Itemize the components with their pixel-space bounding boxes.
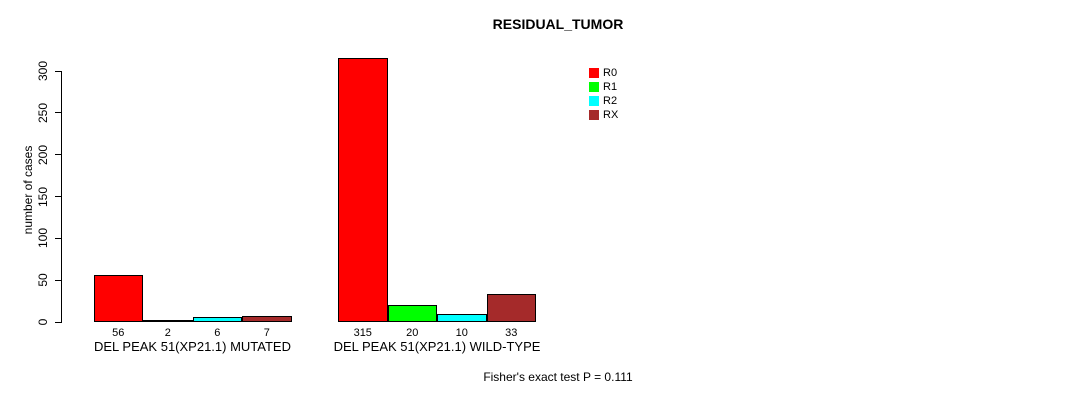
legend-item-rx: RX <box>589 108 618 122</box>
bar-value-label: 20 <box>406 327 419 339</box>
legend-swatch-r1 <box>589 82 599 92</box>
y-tick-label: 250 <box>36 102 50 123</box>
legend-label: R1 <box>603 81 618 93</box>
bar-value-label: 6 <box>214 327 221 339</box>
legend: R0 R1 R2 RX <box>589 66 618 122</box>
bar-rx-group1 <box>242 316 292 322</box>
legend-item-r0: R0 <box>589 66 618 80</box>
legend-item-r2: R2 <box>589 94 618 108</box>
legend-label: RX <box>603 109 619 121</box>
y-tick <box>55 112 61 114</box>
y-tick <box>55 70 61 72</box>
y-tick <box>55 196 61 197</box>
bar-value-label: 10 <box>455 327 468 339</box>
y-tick <box>55 237 61 239</box>
group-label: DEL PEAK 51(XP21.1) MUTATED <box>94 339 291 354</box>
bar-r2-group2 <box>437 314 487 322</box>
chart-title: RESIDUAL_TUMOR <box>492 16 624 32</box>
fisher-test-annotation: Fisher's exact test P = 0.111 <box>483 370 633 384</box>
bar-r0-group1 <box>93 275 143 322</box>
y-tick-label: 300 <box>36 60 50 82</box>
bar-r2-group1 <box>192 317 242 322</box>
bar-value-label: 7 <box>263 327 270 339</box>
y-tick-label: 100 <box>36 228 50 249</box>
y-tick-label: 200 <box>36 144 50 165</box>
y-tick <box>55 154 61 156</box>
legend-swatch-r2 <box>589 96 599 106</box>
y-tick-label: 50 <box>36 273 50 287</box>
y-axis-line <box>61 71 62 323</box>
bar-r1-group2 <box>387 305 437 322</box>
bar-value-label: 33 <box>505 327 518 339</box>
legend-swatch-r0 <box>589 68 599 78</box>
bar-value-label: 2 <box>164 327 171 339</box>
bar-value-label: 315 <box>353 327 372 339</box>
bar-r1-group1 <box>143 320 193 322</box>
legend-swatch-rx <box>589 110 599 120</box>
legend-label: R0 <box>603 67 618 79</box>
legend-item-r1: R1 <box>589 80 618 94</box>
group-label: DEL PEAK 51(XP21.1) WILD-TYPE <box>333 339 541 354</box>
y-tick <box>55 279 61 281</box>
y-tick-label: 150 <box>36 186 50 207</box>
y-tick <box>55 321 61 323</box>
y-tick-label: 0 <box>36 318 50 326</box>
bar-rx-group2 <box>486 294 536 322</box>
bar-value-label: 56 <box>112 327 125 339</box>
bar-r0-group2 <box>338 58 388 322</box>
legend-label: R2 <box>603 95 618 107</box>
